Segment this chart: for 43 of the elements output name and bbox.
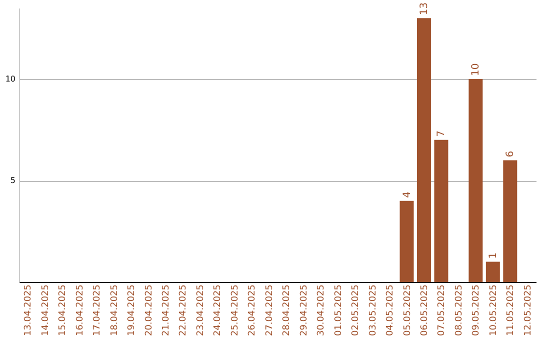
data-label: 4 — [402, 191, 413, 198]
x-tick-label: 25.04.2025 — [230, 284, 240, 336]
data-label: 6 — [505, 150, 516, 158]
x-tick-label: 20.04.2025 — [144, 284, 154, 336]
x-tick-label: 27.04.2025 — [264, 284, 275, 336]
y-tick-label: 5 — [10, 176, 16, 186]
x-tick-label: 23.04.2025 — [196, 284, 206, 336]
x-tick-label: 24.04.2025 — [213, 284, 224, 336]
x-tick-label: 19.04.2025 — [127, 284, 138, 336]
x-tick-label: 29.04.2025 — [299, 284, 310, 336]
x-tick-label: 06.05.2025 — [420, 284, 430, 336]
x-tick-label: 14.04.2025 — [40, 284, 51, 336]
x-tick-label: 07.05.2025 — [437, 284, 448, 336]
x-tick-label: 05.05.2025 — [402, 284, 413, 336]
bar — [503, 160, 518, 282]
x-tick-label: 15.04.2025 — [58, 284, 68, 336]
data-label: 10 — [470, 63, 482, 76]
x-tick-label: 22.04.2025 — [178, 284, 189, 336]
bar — [468, 79, 483, 282]
x-tick-label: 09.05.2025 — [472, 284, 482, 336]
x-tick-label: 21.04.2025 — [161, 284, 172, 336]
x-tick-label: 28.04.2025 — [282, 284, 292, 336]
x-tick-label: 10.05.2025 — [488, 284, 499, 336]
x-tick-label: 02.05.2025 — [351, 284, 362, 336]
x-tick-label: 12.05.2025 — [523, 284, 534, 336]
bar — [400, 200, 414, 282]
data-label: 7 — [436, 130, 448, 137]
x-tick-label: 16.04.2025 — [75, 284, 86, 336]
x-tick-label: 04.05.2025 — [386, 284, 396, 336]
x-tick-label: 03.05.2025 — [368, 284, 378, 336]
data-label: 13 — [418, 2, 430, 16]
x-tick-label: 17.04.2025 — [92, 284, 103, 336]
data-label: 1 — [488, 252, 499, 259]
x-tick-label: 26.04.2025 — [248, 284, 258, 336]
x-tick-label: 08.05.2025 — [454, 284, 464, 336]
bar — [434, 140, 448, 282]
bar — [486, 262, 500, 282]
x-tick-label: 01.05.2025 — [334, 284, 344, 336]
x-tick-label: 18.04.2025 — [110, 284, 120, 336]
x-tick-label: 13.04.2025 — [24, 284, 34, 336]
x-tick-label: 30.04.2025 — [316, 284, 327, 336]
x-tick-label: 11.05.2025 — [506, 284, 516, 336]
bar — [416, 18, 431, 282]
